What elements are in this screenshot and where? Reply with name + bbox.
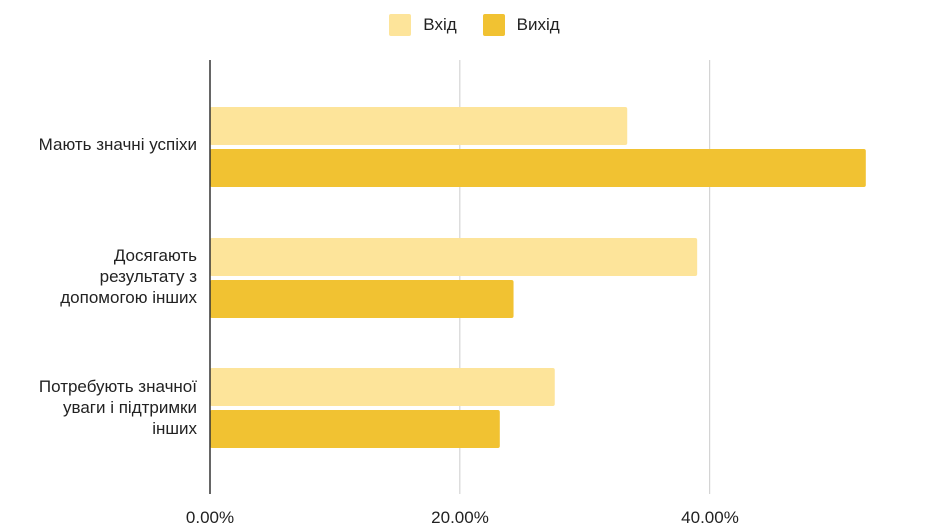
category-label-line: Потребують значної bbox=[38, 377, 197, 396]
x-tick-label-0: 0.00% bbox=[185, 508, 235, 527]
category-label-line: допомогою інших bbox=[60, 288, 197, 307]
legend-item-input[interactable]: Вхід bbox=[389, 14, 457, 36]
bar-output-0[interactable] bbox=[210, 149, 866, 187]
legend-label-output: Вихід bbox=[516, 15, 560, 34]
bar-input-2[interactable] bbox=[210, 368, 555, 406]
category-label-line: результату з bbox=[99, 267, 197, 286]
category-label-achieve-with-help: Досягають результату з допомогою інших bbox=[60, 245, 197, 308]
legend-item-output[interactable]: Вихід bbox=[482, 14, 560, 36]
bar-output-2[interactable] bbox=[210, 410, 500, 448]
category-label-line: уваги і підтримки bbox=[63, 398, 197, 417]
legend-swatch-output bbox=[482, 14, 505, 36]
legend: Вхід Вихід bbox=[0, 14, 949, 36]
bar-input-0[interactable] bbox=[210, 107, 628, 145]
category-label-line: Мають значні успіхи bbox=[38, 135, 197, 154]
x-tick-label-40: 40.00% bbox=[681, 508, 739, 527]
category-label-line: інших bbox=[152, 419, 197, 438]
category-label-line: Досягають bbox=[113, 246, 197, 265]
bar-output-1[interactable] bbox=[210, 280, 514, 318]
legend-label-input: Вхід bbox=[423, 15, 457, 34]
category-label-significant-success: Мають значні успіхи bbox=[39, 134, 197, 155]
category-label-need-support: Потребують значної уваги і підтримки інш… bbox=[39, 376, 197, 439]
x-tick-label-20: 20.00% bbox=[431, 508, 489, 527]
legend-swatch-input bbox=[389, 14, 412, 36]
bar-input-1[interactable] bbox=[210, 238, 698, 276]
